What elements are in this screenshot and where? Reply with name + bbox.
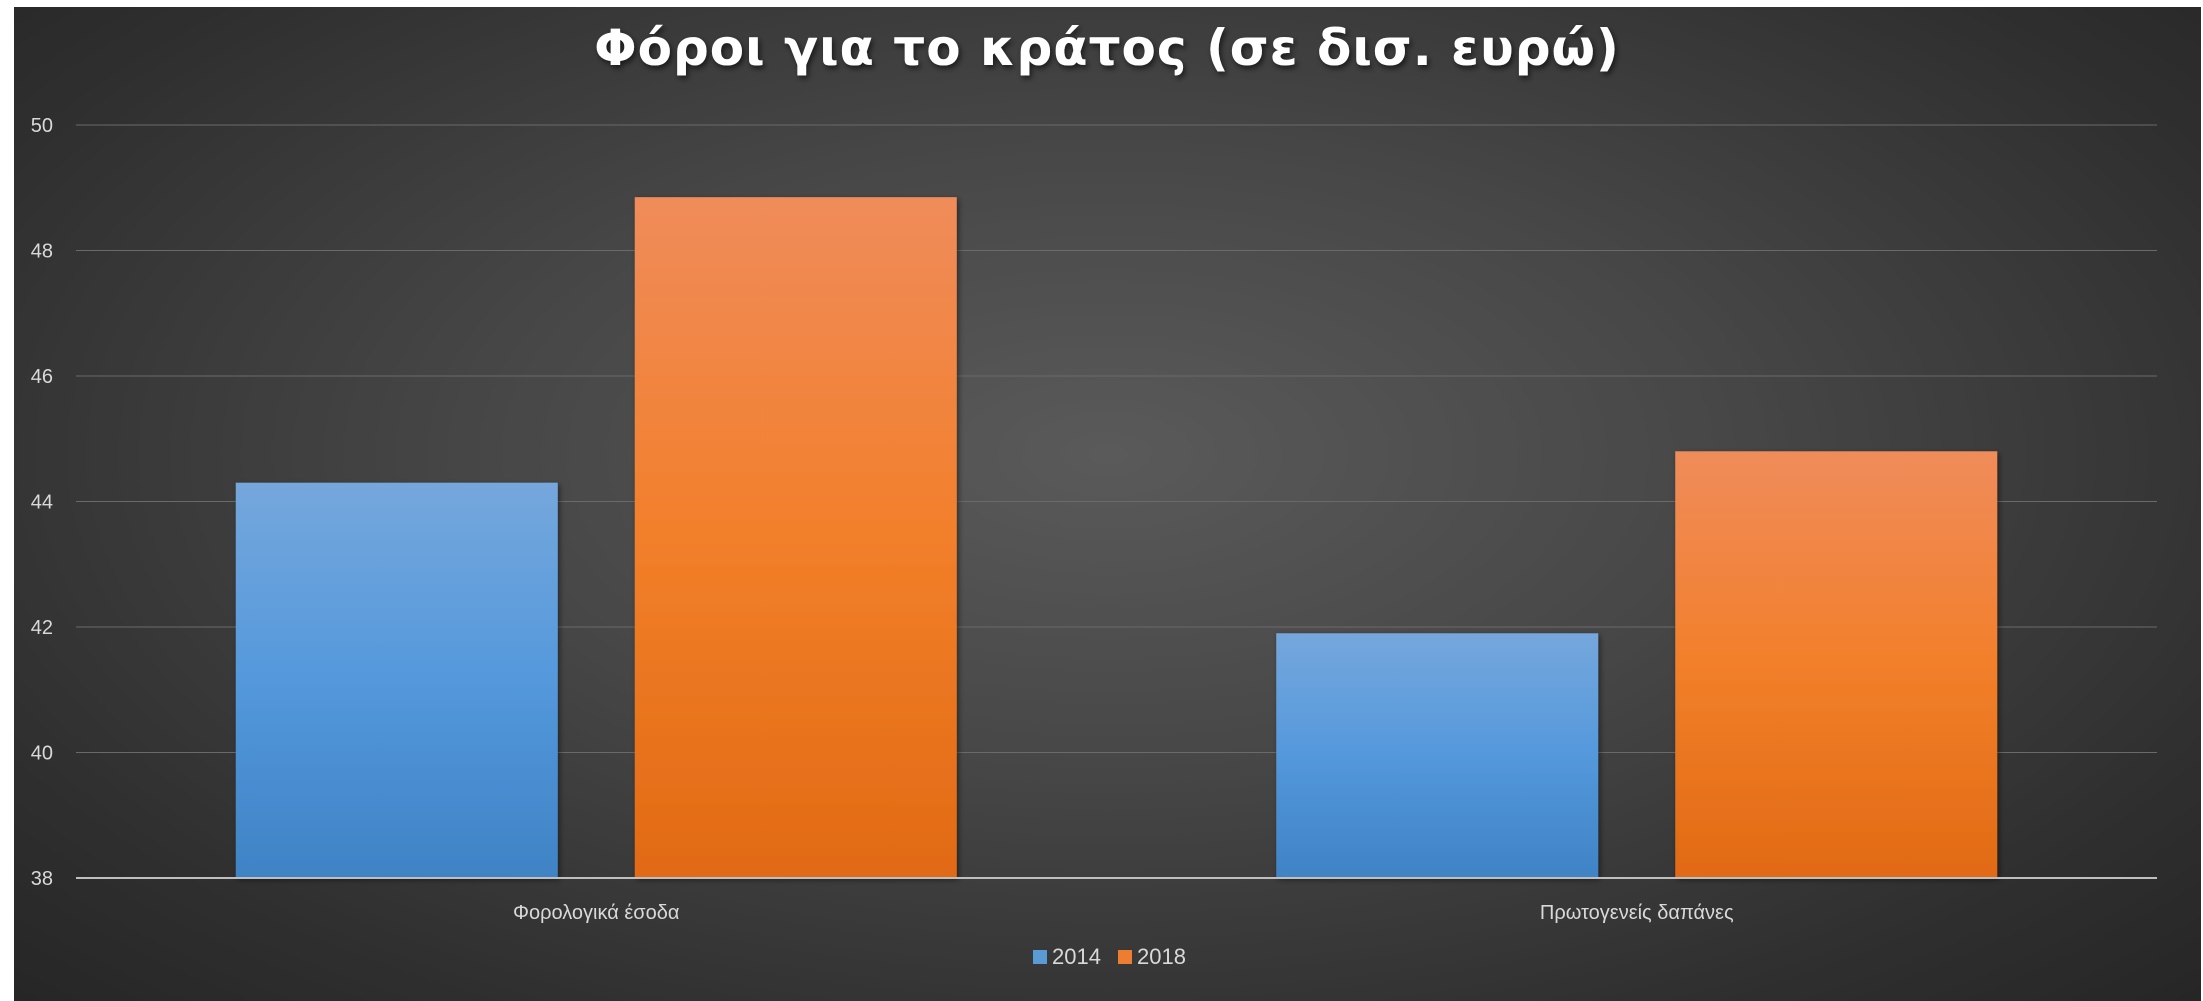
x-tick-label: Πρωτογενείς δαπάνες — [1540, 902, 1734, 924]
y-tick-label: 42 — [31, 617, 53, 639]
y-axis: 38 40 42 44 46 48 50 — [31, 115, 53, 890]
legend: 2014 2018 — [1033, 944, 1186, 969]
bar-2018-0 — [634, 197, 957, 879]
legend-label-2014: 2014 — [1052, 944, 1101, 969]
legend-swatch-2014 — [1033, 950, 1047, 964]
chart-area: Φόροι για το κράτος (σε δισ. ευρώ) 38 40 4… — [14, 7, 2201, 1001]
y-tick-label: 38 — [31, 868, 53, 890]
legend-label-2018: 2018 — [1137, 944, 1186, 969]
y-tick-label: 50 — [31, 115, 53, 137]
y-tick-label: 46 — [31, 366, 53, 388]
chart-title: Φόροι για το κράτος (σε δισ. ευρώ) — [594, 19, 1620, 77]
bars — [235, 197, 1998, 879]
y-tick-label: 40 — [31, 743, 53, 765]
y-tick-label: 44 — [31, 492, 53, 514]
y-tick-label: 48 — [31, 241, 53, 263]
bar-chart: Φόροι για το κράτος (σε δισ. ευρώ) 38 40 4… — [31, 19, 2157, 969]
bar-2014-0 — [235, 482, 558, 878]
x-tick-label: Φορολογικά έσοδα — [513, 902, 679, 924]
legend-swatch-2018 — [1118, 950, 1132, 964]
bar-2014-1 — [1276, 633, 1599, 878]
x-axis: Φορολογικά έσοδα Πρωτογενείς δαπάνες — [76, 877, 2157, 924]
bar-2018-1 — [1675, 451, 1998, 878]
